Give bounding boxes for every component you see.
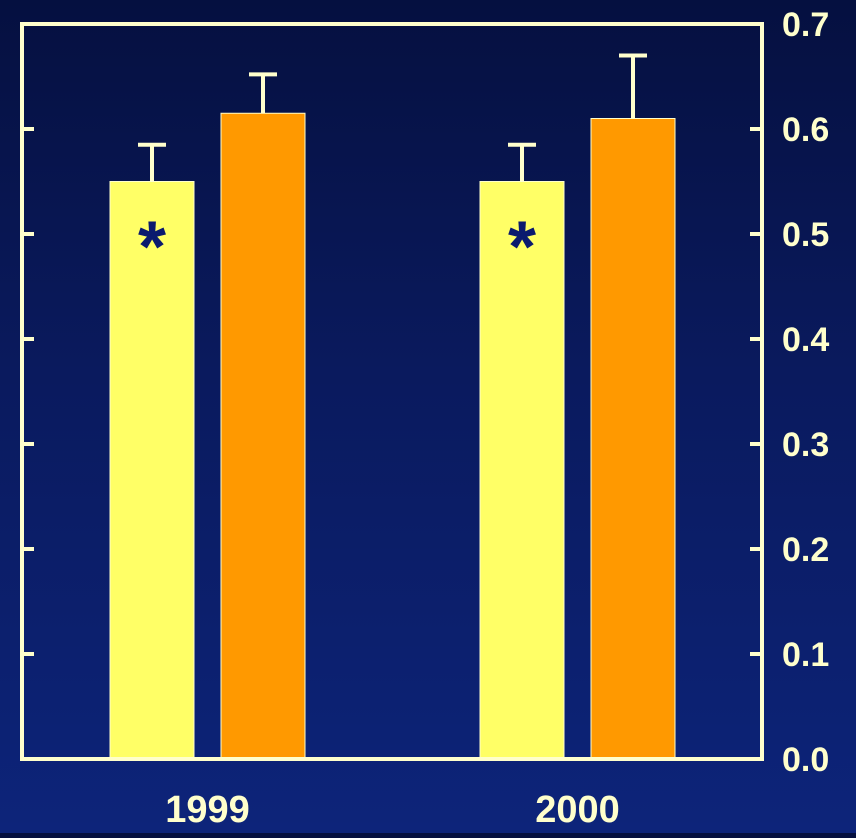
bar-2000-series-2 (590, 118, 676, 760)
y-tick-label: 0.6 (782, 111, 829, 149)
y-tick-label: 0.0 (782, 741, 829, 779)
y-tick-label: 0.3 (782, 426, 829, 464)
y-tick-label: 0.7 (782, 6, 829, 44)
y-tick-label: 0.2 (782, 531, 829, 569)
plot-frame (20, 22, 764, 761)
x-tick-label: 1999 (165, 789, 250, 831)
significance-marker: * (138, 208, 166, 288)
y-tick-label: 0.4 (782, 321, 829, 359)
bar-1999-series-2 (220, 112, 306, 760)
bar-1999-series-1 (109, 181, 195, 760)
x-tick-label: 2000 (535, 789, 620, 831)
significance-marker: * (508, 208, 536, 288)
y-tick-label: 0.1 (782, 636, 829, 674)
y-tick-label: 0.5 (782, 216, 829, 254)
